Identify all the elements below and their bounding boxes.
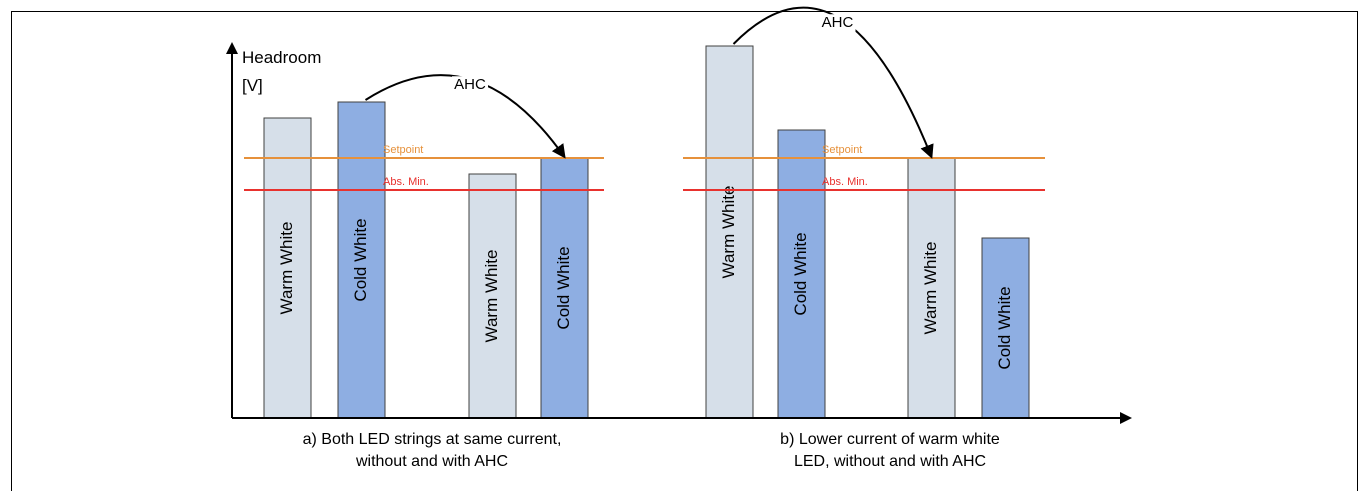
figure-frame xyxy=(11,11,1358,491)
y-axis-label-line2: [V] xyxy=(242,76,263,95)
reference-lines: Setpoint Abs. Min. Setpoint Abs. Min. xyxy=(244,144,1045,191)
axes xyxy=(226,42,1132,424)
bar-cold-white xyxy=(777,129,826,419)
bar-label: Cold White xyxy=(351,218,370,301)
ahc-label: AHC xyxy=(454,76,486,93)
bar-label: Cold White xyxy=(791,232,810,315)
bar-cold-white xyxy=(981,237,1030,419)
bar-label: Cold White xyxy=(995,286,1014,369)
setpoint-label: Setpoint xyxy=(822,144,862,156)
bar-cold-white xyxy=(540,157,589,419)
ahc-label-background xyxy=(819,14,856,33)
bar-label: Warm White xyxy=(719,186,738,279)
caption-b-line1: b) Lower current of warm white xyxy=(780,431,1000,448)
bar-cold-white xyxy=(337,101,386,419)
bar-label: Warm White xyxy=(277,222,296,315)
ahc-arrows: AHC AHC xyxy=(364,6,934,159)
bar-warm-white xyxy=(907,157,956,419)
bar-label: Warm White xyxy=(921,242,940,335)
bar-warm-white xyxy=(705,45,754,419)
caption-a: a) Both LED strings at same current, wit… xyxy=(222,429,642,473)
caption-b: b) Lower current of warm white LED, with… xyxy=(680,429,1100,473)
bars-layer: Warm White Cold White Warm White Cold White… xyxy=(263,45,1030,419)
y-axis-label-line1: Headroom xyxy=(242,48,322,67)
abs-min-label: Abs. Min. xyxy=(383,176,429,188)
caption-a-line1: a) Both LED strings at same current, xyxy=(302,431,562,448)
y-axis-label: Headroom [V] xyxy=(242,46,321,98)
caption-b-line2: LED, without and with AHC xyxy=(793,453,987,470)
bar-label: Cold White xyxy=(554,246,573,329)
ahc-label-background xyxy=(452,76,488,95)
abs-min-label: Abs. Min. xyxy=(822,176,868,188)
caption-a-line2: without and with AHC xyxy=(355,453,509,470)
ahc-label: AHC xyxy=(822,14,854,31)
setpoint-label: Setpoint xyxy=(383,144,423,156)
bar-label: Warm White xyxy=(482,250,501,343)
